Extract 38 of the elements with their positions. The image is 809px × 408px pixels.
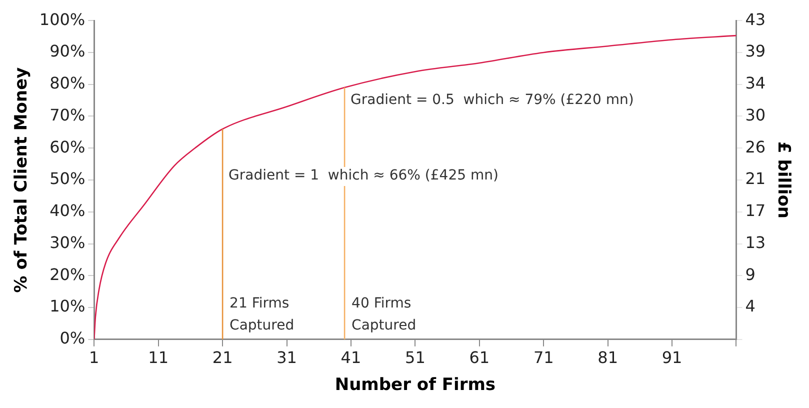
ref-line-label: 21 Firms Captured xyxy=(230,295,294,334)
y-tick-label: 50% xyxy=(50,169,86,188)
y2-axis-title: £ billion xyxy=(773,141,794,219)
y2-tick-label: 34 xyxy=(745,74,766,93)
annotation: Gradient = 0.5 which ≈ 79% (£220 mn) xyxy=(350,92,634,108)
y-tick-label: 20% xyxy=(50,264,86,284)
y2-tick-label: 30 xyxy=(745,105,766,124)
y-tick-label: 40% xyxy=(50,201,86,220)
y2-tick-label: 21 xyxy=(745,169,766,188)
x-tick-label: 11 xyxy=(148,348,169,368)
y2-tick-label: 39 xyxy=(745,42,766,61)
y2-tick-label: 13 xyxy=(745,232,766,252)
x-tick-label: 91 xyxy=(662,348,682,368)
x-tick-label: 81 xyxy=(598,348,618,368)
y-tick-label: 10% xyxy=(50,296,86,316)
y-tick-label: 80% xyxy=(50,74,86,93)
y2-tick-label: 26 xyxy=(745,137,766,156)
annotation: Gradient = 1 which ≈ 66% (£425 mn) xyxy=(228,168,498,184)
x-tick-label: 61 xyxy=(469,348,490,368)
y2-tick-label: 9 xyxy=(745,264,756,284)
y-tick-label: 30% xyxy=(50,232,86,252)
x-tick-label: 31 xyxy=(276,348,297,368)
x-tick-label: 1 xyxy=(89,348,100,368)
y-tick-label: 70% xyxy=(50,105,86,124)
ref-line-label: 40 Firms Captured xyxy=(352,295,416,334)
x-axis-title: Number of Firms xyxy=(334,375,496,396)
y-axis-title: % of Total Client Money xyxy=(12,67,32,293)
y-tick-label: 90% xyxy=(50,42,86,61)
y-tick-label: 0% xyxy=(60,328,86,348)
y-tick-label: 100% xyxy=(39,10,86,29)
x-tick-label: 71 xyxy=(533,348,554,368)
y-tick-label: 60% xyxy=(50,137,86,156)
x-tick-label: 21 xyxy=(212,348,233,368)
y2-tick-label: 4 xyxy=(745,296,756,316)
x-tick-label: 51 xyxy=(405,348,426,368)
y2-tick-label: 17 xyxy=(745,201,766,220)
y2-tick-label: 43 xyxy=(745,10,766,29)
x-tick-label: 41 xyxy=(340,348,362,368)
